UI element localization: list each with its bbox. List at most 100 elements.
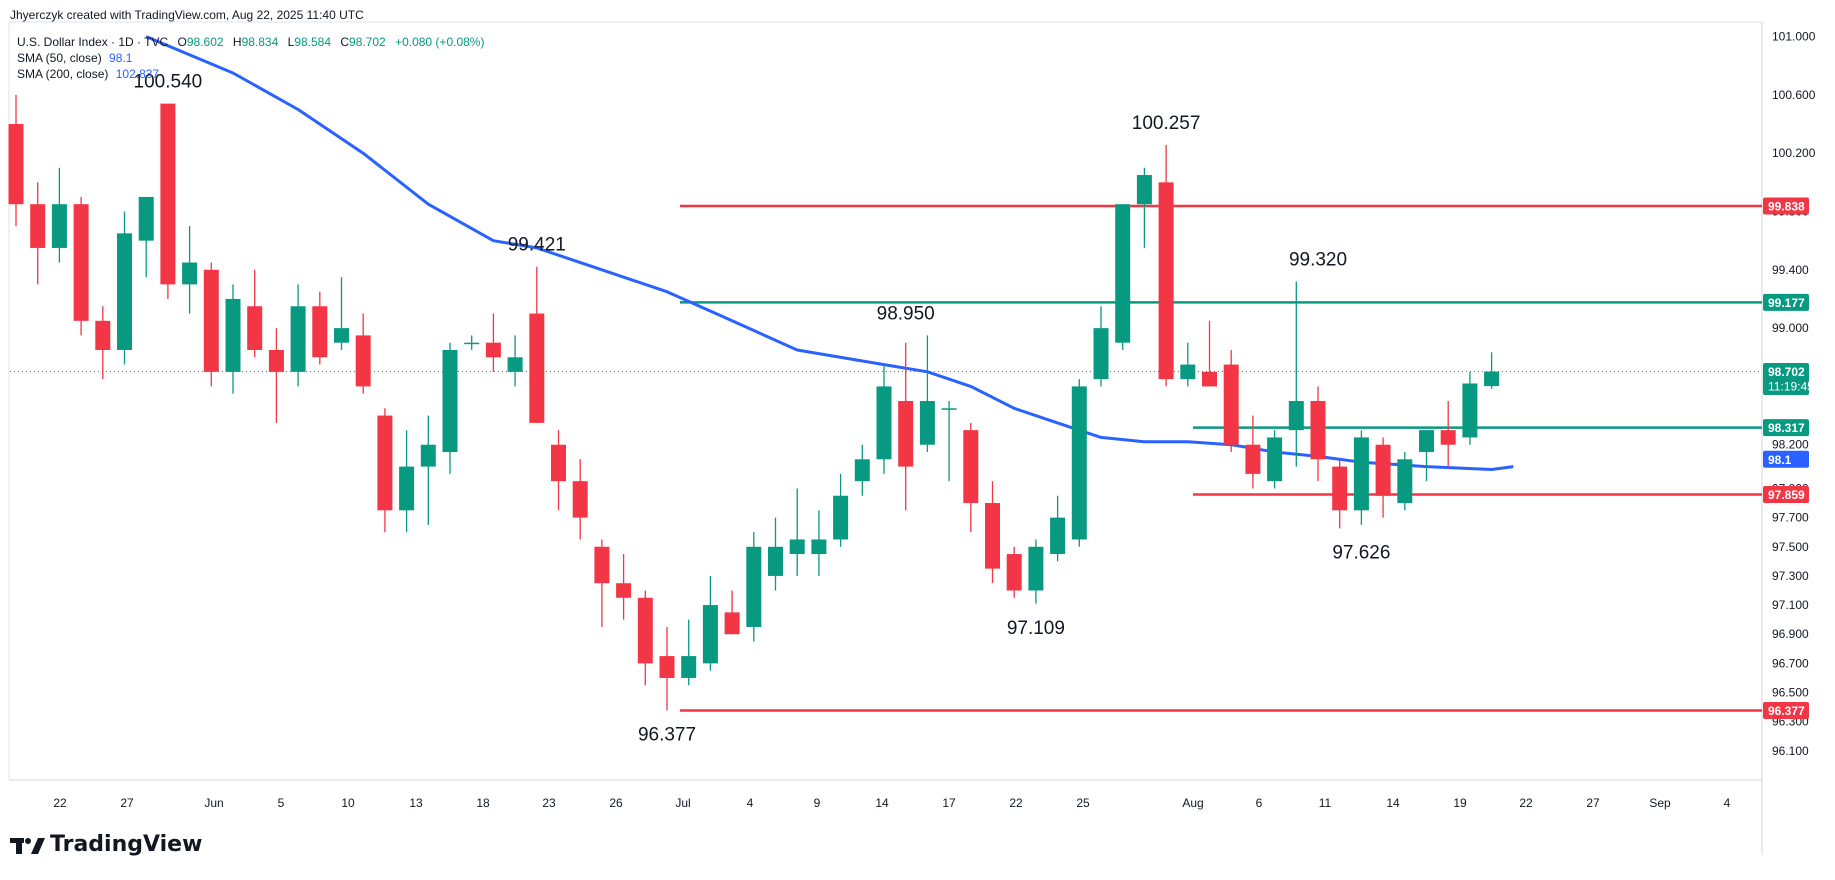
level-price-label-bg [1763,485,1809,503]
axes: 96.10096.30096.50096.70096.90097.10097.3… [53,30,1815,810]
candle [572,459,588,540]
symbol-legend: U.S. Dollar Index · 1D · TVC O98.602 H98… [17,35,484,49]
candle [1397,452,1413,511]
candle [1071,379,1087,547]
candle [485,313,501,372]
price-annotation: 100.540 [134,72,203,93]
candle-body [8,124,24,205]
brand-name: TradingView [50,832,203,857]
candle [1006,546,1022,598]
x-tick-label: 11 [1319,796,1332,810]
price-annotation: 99.421 [508,235,566,256]
x-tick-label: Jul [675,796,690,810]
candle [1267,430,1283,489]
candle [8,94,24,227]
candle-body [1180,364,1196,380]
candle-body [290,306,306,372]
x-tick-label: 13 [409,796,423,810]
candle-body [420,444,436,467]
credit-text: Jhyerczyk created with TradingView.com, … [10,8,364,22]
x-tick-label: 19 [1453,796,1467,810]
candle-body [377,415,393,511]
candle-body [225,298,241,372]
x-tick-label: 17 [942,796,956,810]
x-tick-label: 27 [1586,796,1600,810]
candle-body [1332,466,1348,511]
candle-body [1375,444,1391,496]
y-tick-label: 96.500 [1772,686,1809,700]
candle [399,430,415,533]
x-tick-label: 22 [1009,796,1023,810]
candle-body [1397,459,1413,504]
x-tick-label: 4 [747,796,754,810]
candle [117,211,132,365]
candle-body [1419,430,1434,453]
tradingview-logo[interactable]: TradingView [10,832,202,857]
candle-body [898,401,914,467]
level-price-label-bg [1763,419,1809,437]
candle [95,306,111,380]
candle [1115,204,1131,350]
x-tick-label: 5 [278,796,285,810]
candle [681,619,697,686]
level-price-label: 98.317 [1768,421,1805,435]
candle [1288,281,1304,467]
sma50-legend[interactable]: SMA (50, close) 98.1 [17,51,132,65]
candle [138,196,154,278]
sma200-legend[interactable]: SMA (200, close) 102.837 [17,67,159,81]
ohlc-change: +0.080 (+0.08%) [395,35,485,49]
candle-body [1158,182,1174,380]
candle-body [355,335,371,387]
symbol-name[interactable]: U.S. Dollar Index · 1D · TVC [17,35,169,49]
candle-body [702,605,718,664]
x-tick-label: 10 [341,796,355,810]
candle [182,226,198,314]
candle-body [203,269,219,372]
candle-body [485,342,501,358]
x-tick-label: 25 [1076,796,1090,810]
candle-body [1245,444,1261,474]
y-tick-label: 97.100 [1772,598,1809,612]
sma50-label: SMA (50, close) [17,51,102,65]
current-price-label-countdown: 11:19:45 [1768,380,1814,394]
candle [203,262,219,387]
x-tick-label: 22 [53,796,67,810]
x-tick-label: 9 [814,796,821,810]
price-annotation: 97.626 [1332,542,1390,563]
candle-body [854,459,870,482]
candle [1440,401,1456,467]
y-tick-label: 98.200 [1772,438,1809,452]
candle [442,342,458,474]
candle-body [1310,401,1326,460]
candle-body [1050,517,1066,555]
candle-body [876,386,892,460]
level-price-label: 99.177 [1768,296,1805,310]
candle-body [1353,437,1369,511]
grid [8,21,1763,855]
candle [1484,352,1500,389]
candle [637,590,653,686]
candle-body [572,481,588,518]
y-tick-label: 99.000 [1772,321,1809,335]
y-tick-label: 100.200 [1772,146,1816,160]
candle-body [941,408,957,410]
candle-body [1136,175,1152,205]
candle-body [724,612,740,635]
candle-body [746,546,762,627]
x-tick-label: 14 [875,796,889,810]
ohlc-low-label: L [287,35,295,49]
candle-body [768,546,783,576]
candle-body [182,262,198,285]
price-annotation: 97.109 [1007,618,1065,639]
sma50-value: 98.1 [109,51,133,65]
candle-body [247,306,263,350]
candle [963,422,979,533]
candle [1093,306,1109,387]
candle [702,575,718,671]
candle [312,291,328,365]
x-tick-label: 18 [476,796,490,810]
candle-body [1028,546,1044,591]
candle [420,415,436,525]
candle [355,313,371,394]
